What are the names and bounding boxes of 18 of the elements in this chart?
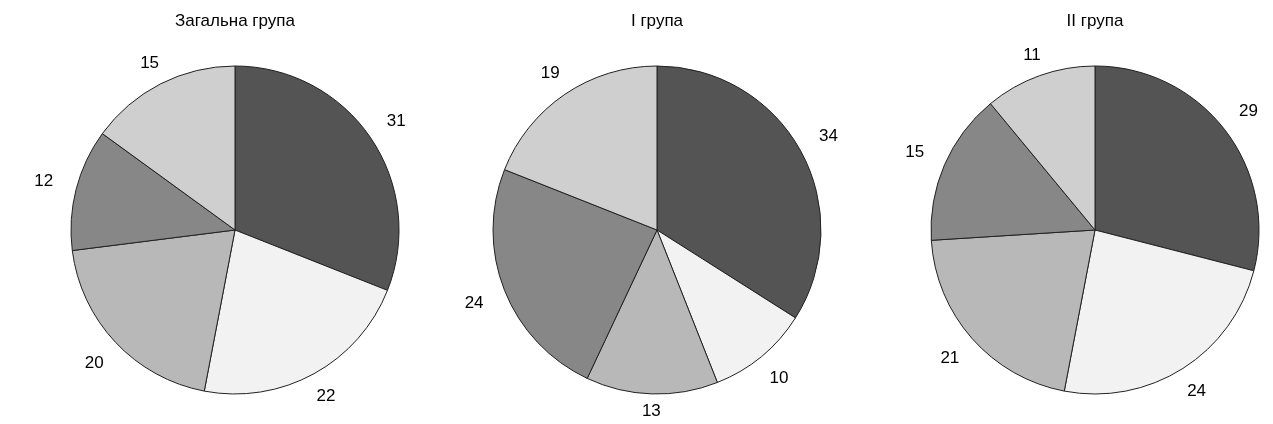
chart-title: II група	[1066, 11, 1124, 30]
chart-title: Загальна група	[175, 11, 296, 30]
data-label: 13	[641, 400, 661, 420]
data-label: 15	[140, 52, 160, 72]
data-label: 19	[540, 63, 560, 83]
data-label: 12	[34, 171, 54, 191]
data-label: 34	[819, 126, 839, 146]
data-label: 15	[905, 142, 925, 162]
chart-title: I група	[630, 11, 684, 30]
data-label: 21	[940, 348, 960, 368]
data-label: 20	[84, 352, 104, 372]
data-label: 22	[316, 385, 336, 405]
data-label: 24	[1187, 380, 1207, 400]
data-label: 11	[1023, 45, 1041, 65]
data-label: 24	[464, 292, 484, 312]
data-label: 31	[386, 110, 406, 130]
data-label: 29	[1239, 101, 1258, 121]
data-label: 10	[769, 368, 789, 388]
